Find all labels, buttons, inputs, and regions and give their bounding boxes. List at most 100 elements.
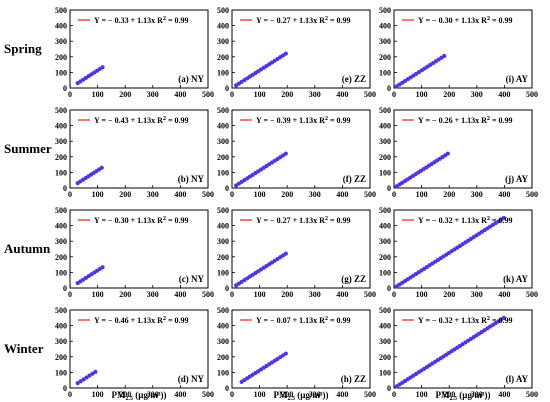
r2-value: = 0.99: [166, 216, 189, 225]
y-tick-label: 500: [55, 306, 67, 315]
data-point: [78, 379, 83, 384]
x-tick-label: 400: [174, 390, 186, 399]
y-tick-label: 500: [217, 6, 229, 15]
y-tick-label: 0: [387, 184, 391, 193]
x-tick-label: 500: [202, 390, 214, 399]
panel-label: (a) NY: [178, 74, 204, 84]
x-tick-label: 500: [202, 90, 214, 99]
y-tick-label: 0: [225, 84, 229, 93]
r2-superscript: 2: [325, 116, 328, 122]
y-tick-label: 500: [55, 206, 67, 215]
fit-equation: Y = − 0.39 + 1.13x R2 = 0.99: [256, 116, 351, 125]
y-tick-label: 300: [55, 137, 67, 146]
x-tick-label: 200: [443, 190, 455, 199]
plot-frame: [393, 9, 533, 89]
panel-label: (d) NY: [178, 374, 205, 384]
y-tick-label: 100: [217, 268, 229, 277]
fit-equation: Y = − 0.27 + 1.13x R2 = 0.99: [256, 216, 351, 225]
x-tick-label: 100: [254, 90, 266, 99]
data-point: [501, 215, 506, 221]
y-tick-label: 300: [55, 337, 67, 346]
y-tick-label: 500: [379, 306, 391, 315]
r2-value: = 0.99: [490, 116, 513, 125]
r2-superscript: 2: [163, 116, 166, 122]
fit-equation: Y = − 0.26 + 1.13x R2 = 0.99: [418, 116, 513, 125]
x-tick-label: 300: [309, 90, 321, 99]
x-tick-label: 400: [498, 90, 510, 99]
x-tick-label: 100: [92, 190, 104, 199]
x-tick-label: 0: [392, 90, 396, 99]
panel-label: (b) NY: [178, 174, 205, 184]
y-tick-label: 400: [55, 122, 67, 131]
x-tick-label: 500: [526, 390, 538, 399]
y-tick-label: 200: [217, 153, 229, 162]
y-tick-label: 500: [217, 306, 229, 315]
x-tick-label: 100: [254, 290, 266, 299]
data-point: [75, 380, 80, 386]
r2-superscript: 2: [487, 216, 490, 222]
x-tick-label: 500: [526, 190, 538, 199]
y-tick-label: 400: [379, 22, 391, 31]
data-point: [99, 165, 104, 170]
data-point: [442, 53, 447, 59]
y-tick-label: 400: [217, 122, 229, 131]
y-tick-label: 100: [55, 268, 67, 277]
x-tick-label: 500: [364, 390, 376, 399]
plot-frame: [231, 9, 371, 89]
fit-equation: Y = − 0.07 + 1.13x R2 = 0.99: [256, 316, 351, 325]
r2-value: = 0.99: [166, 116, 189, 125]
x-tick-label: 300: [309, 290, 321, 299]
plot-frame: [393, 209, 533, 289]
data-point: [87, 373, 92, 378]
y-tick-label: 0: [225, 284, 229, 293]
y-tick-label: 300: [217, 337, 229, 346]
x-tick-label: 400: [174, 190, 186, 199]
x-axis-title-units: (μg/m³)): [133, 390, 167, 400]
x-tick-label: 300: [471, 90, 483, 99]
y-tick-label: 100: [379, 68, 391, 77]
y-tick-label: 200: [217, 253, 229, 262]
panel-label: (l) AY: [506, 374, 529, 384]
x-tick-label: 300: [309, 190, 321, 199]
season-label: Autumn: [4, 241, 51, 256]
y-tick-label: 200: [379, 353, 391, 362]
x-tick-label: 500: [364, 190, 376, 199]
plot-frame: [231, 309, 371, 389]
data-point: [100, 265, 105, 270]
y-tick-label: 200: [379, 253, 391, 262]
y-tick-label: 0: [63, 184, 67, 193]
x-tick-label: 300: [471, 290, 483, 299]
x-tick-label: 500: [202, 190, 214, 199]
y-tick-label: 0: [63, 384, 67, 393]
y-tick-label: 400: [55, 22, 67, 31]
x-tick-label: 0: [230, 90, 234, 99]
fit-equation: Y = − 0.43 + 1.13x R2 = 0.99: [94, 116, 189, 125]
x-tick-label: 200: [281, 290, 293, 299]
data-point: [283, 251, 288, 256]
x-tick-label: 200: [119, 190, 131, 199]
plot-frame: [69, 209, 209, 289]
panel-label: (h) ZZ: [341, 374, 366, 384]
y-tick-label: 100: [55, 168, 67, 177]
r2-value: = 0.99: [166, 316, 189, 325]
r2-superscript: 2: [163, 16, 166, 22]
y-tick-label: 400: [55, 322, 67, 331]
data-point: [283, 351, 288, 356]
r2-superscript: 2: [487, 116, 490, 122]
x-tick-label: 100: [416, 390, 428, 399]
x-tick-label: 0: [68, 90, 72, 99]
r2-value: = 0.99: [166, 16, 189, 25]
y-tick-label: 0: [63, 284, 67, 293]
y-tick-label: 100: [55, 68, 67, 77]
y-tick-label: 0: [225, 184, 229, 193]
y-tick-label: 400: [379, 322, 391, 331]
y-tick-label: 500: [55, 106, 67, 115]
x-tick-label: 200: [443, 290, 455, 299]
x-tick-label: 300: [147, 190, 159, 199]
x-tick-label: 400: [498, 290, 510, 299]
y-tick-label: 500: [379, 6, 391, 15]
x-axis-title: PM2.5 (μg/m³)): [273, 390, 328, 402]
fit-equation: Y = − 0.30 + 1.13x R2 = 0.99: [94, 216, 189, 225]
r2-superscript: 2: [163, 216, 166, 222]
